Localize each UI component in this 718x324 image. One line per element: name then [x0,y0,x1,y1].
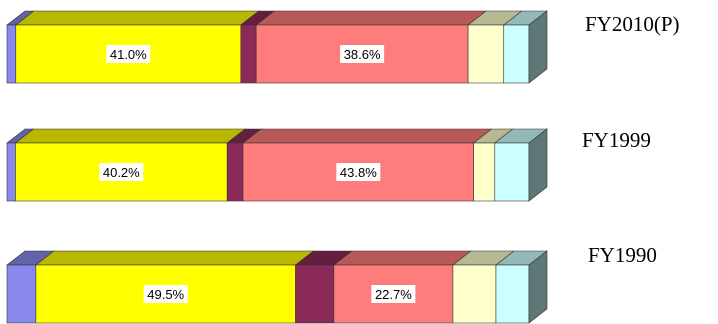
bar-0-label-3-box [340,45,385,63]
bar-1: 40.2% 43.8% [6,128,548,202]
bar-1-label-1-box [99,163,144,181]
bar-1-label-3-box [336,163,381,181]
bar-2-label-3: 22.7% [375,287,412,302]
bar-1-segment-0 [6,142,16,202]
bar-0-segment-2 [240,24,257,84]
bar-2: 49.5% 22.7% [6,250,548,324]
bar-1-side-face [528,128,548,202]
bar-0-segment-4 [467,24,505,84]
bar-1-segment-2 [226,142,244,202]
bar-0-label-1: 41.0% [110,47,147,62]
year-label-fy2010: FY2010(P) [585,12,680,36]
bar-1-segment-5 [494,142,530,202]
bar-2-segment-4 [452,264,497,324]
bar-2-label-3-box [371,285,416,303]
bar-0-segment-5 [503,24,530,84]
bar-1-segment-4 [473,142,496,202]
bar-2-segment-3-top [332,250,472,266]
bar-2-segment-5 [495,264,530,324]
bar-0-label-3: 38.6% [344,47,381,62]
bar-2-segment-2 [295,264,335,324]
bar-2-label-1: 49.5% [147,287,184,302]
bar-0-segment-3-top [255,10,487,26]
bar-2-side-face [528,250,548,324]
bar-1-label-3: 43.8% [340,165,377,180]
year-label-fy1999: FY1999 [582,128,651,152]
bar-0-label-1-box [106,45,151,63]
bar-1-segment-1-top [14,128,247,144]
bar-0-segment-0 [6,24,17,84]
bar-2-segment-1 [35,264,296,324]
bar-1-label-1: 40.2% [103,165,140,180]
bar-2-segment-1-top [34,250,315,266]
year-label-fy1990: FY1990 [588,243,657,267]
bar-0-side-face [528,10,548,84]
bar-1-segment-3-top [242,128,493,144]
bar-0-segment-1-top [14,10,260,26]
bar-2-label-1-box [143,285,188,303]
bar-0: 41.0% 38.6% [6,10,548,84]
bar-2-segment-0 [6,264,37,324]
